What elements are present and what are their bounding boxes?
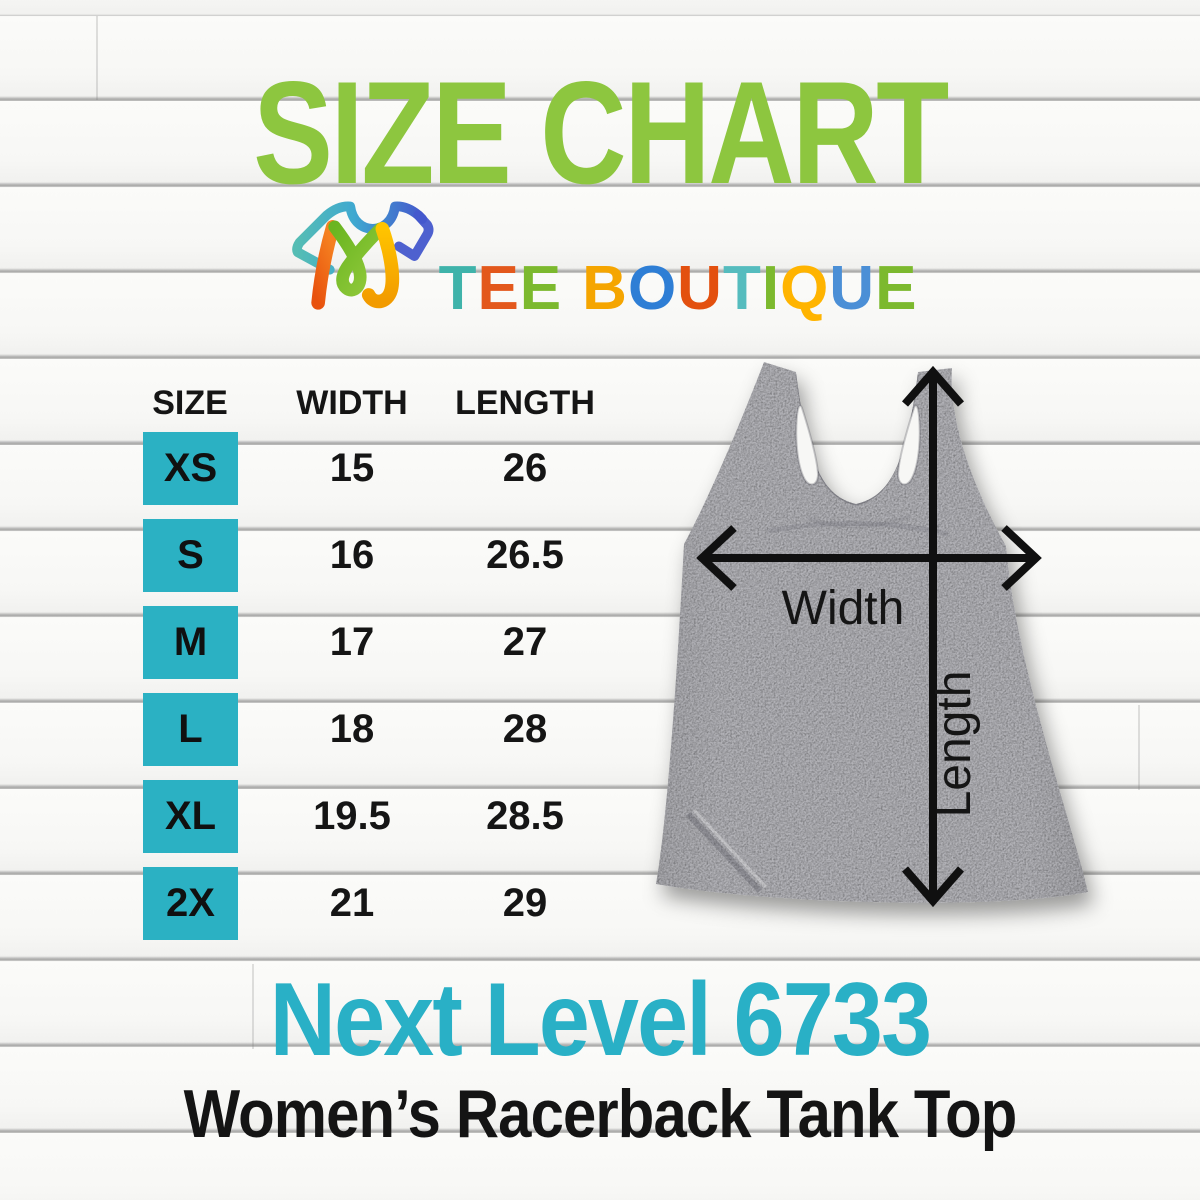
size-label-cell: L (143, 693, 238, 766)
brand-letter: E (477, 254, 520, 323)
length-arrow-icon (901, 365, 965, 908)
brand-letter: E (875, 254, 918, 323)
product-name: Next Level 6733 (269, 962, 932, 1078)
width-value-cell: 21 (329, 881, 375, 925)
brand-letter: O (627, 254, 678, 323)
tshirt-logo-icon (291, 201, 434, 310)
width-arrow-icon (696, 525, 1042, 591)
brand-letter: T (438, 254, 478, 323)
column-header-length: LENGTH (455, 383, 595, 422)
width-value-cell: 17 (329, 620, 375, 664)
product-subtitle: Women’s Racerback Tank Top (183, 1076, 1018, 1152)
size-label-cell: 2X (143, 867, 238, 940)
length-value-cell: 27 (502, 620, 548, 664)
brand-letter: I (761, 254, 781, 323)
column-header-size: SIZE (152, 383, 228, 422)
width-value-cell: 16 (329, 533, 375, 577)
length-value-cell: 26 (502, 446, 548, 490)
brand-letter: T (722, 254, 762, 323)
brand-name: TEE BOUTIQUE (439, 258, 918, 320)
size-label-cell: S (143, 519, 238, 592)
width-value-cell: 18 (329, 707, 375, 751)
brand-letter: U (829, 254, 876, 323)
width-label: Width (782, 582, 905, 635)
length-value-cell: 26.5 (486, 533, 564, 577)
length-label: Length (928, 671, 981, 818)
size-label-cell: M (143, 606, 238, 679)
tank-top-illustration: Width Length (656, 362, 1088, 908)
left-racerback-slit (795, 404, 820, 486)
plank-seam (252, 964, 254, 1049)
brand-letter: B (582, 254, 628, 323)
length-value-cell: 29 (502, 881, 548, 925)
brand-logo: TEE BOUTIQUE (0, 186, 1200, 332)
brand-letter: E (519, 254, 563, 323)
brand-letter: Q (780, 254, 830, 323)
plank-seam (1138, 705, 1140, 790)
length-value-cell: 28 (502, 707, 548, 751)
size-label-cell: XL (143, 780, 238, 853)
length-value-cell: 28.5 (486, 794, 564, 838)
width-value-cell: 15 (329, 446, 375, 490)
column-header-width: WIDTH (296, 383, 408, 422)
plank-seam (96, 16, 98, 100)
brand-letter: U (677, 254, 723, 323)
size-label-cell: XS (143, 432, 238, 505)
width-value-cell: 19.5 (313, 794, 391, 838)
right-racerback-slit (896, 404, 921, 486)
page-title: SIZE CHART (253, 51, 949, 214)
